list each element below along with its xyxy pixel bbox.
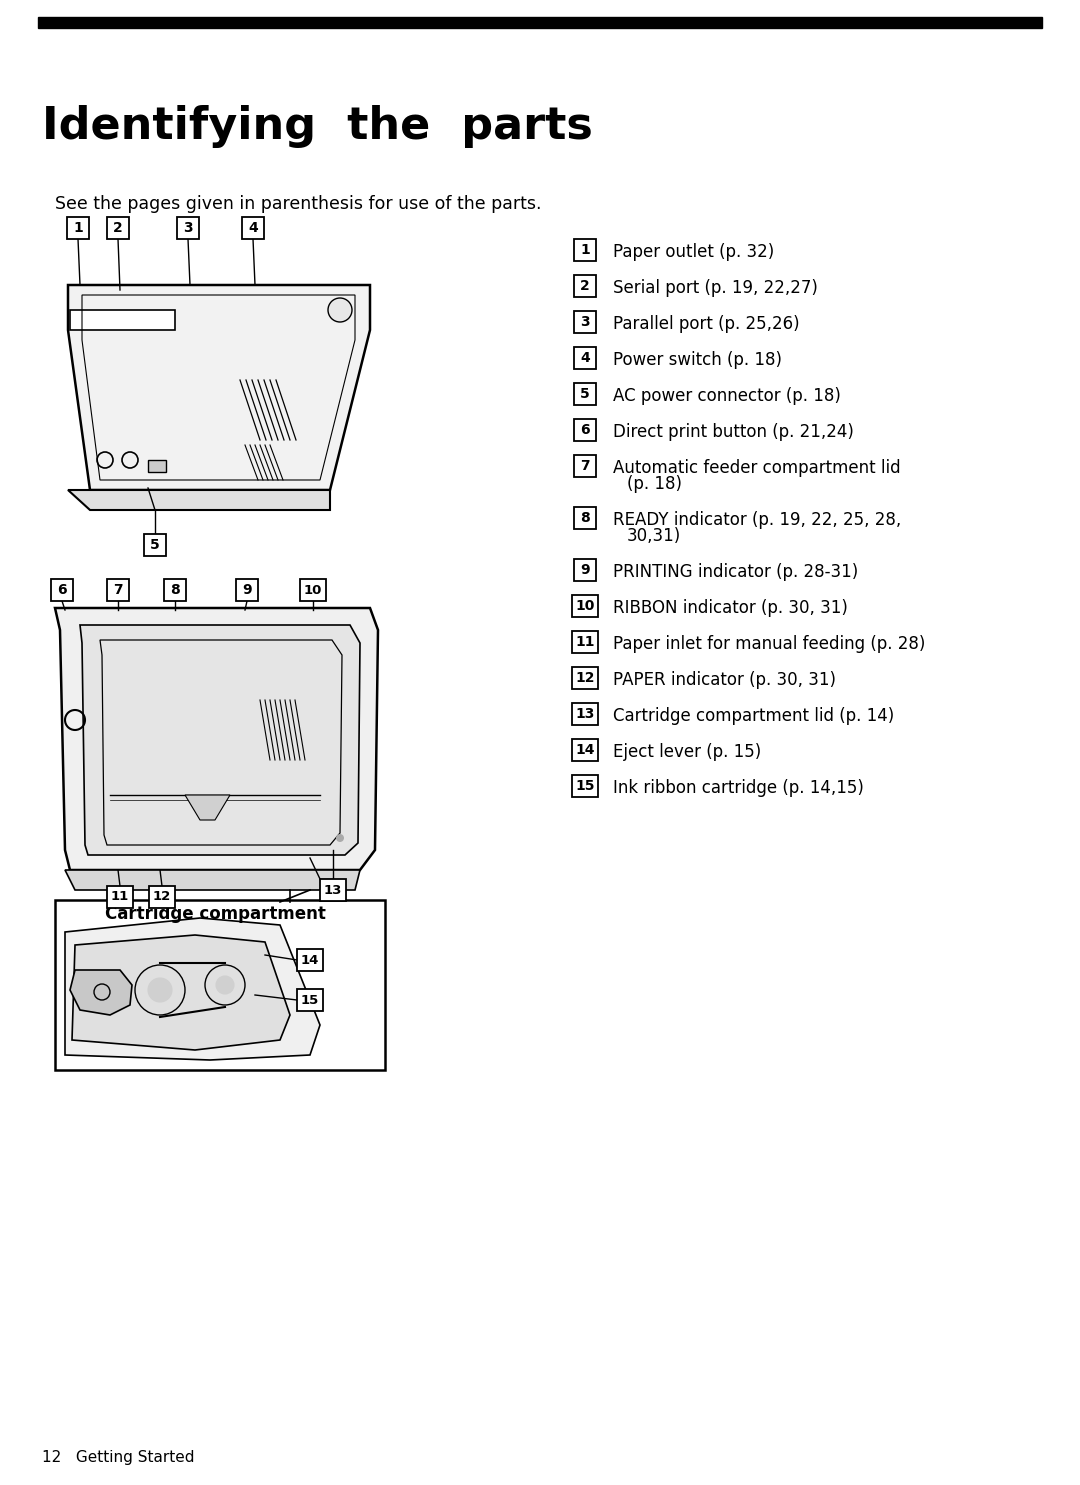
Text: 1: 1	[580, 244, 590, 257]
Text: PRINTING indicator (p. 28-31): PRINTING indicator (p. 28-31)	[613, 563, 859, 581]
Text: 10: 10	[576, 598, 595, 613]
Bar	[242, 217, 264, 239]
Text: Automatic feeder compartment lid: Automatic feeder compartment lid	[613, 459, 901, 477]
Text: Identifying  the  parts: Identifying the parts	[42, 105, 593, 148]
Text: 10: 10	[303, 584, 322, 597]
Bar	[573, 275, 596, 297]
Text: 5: 5	[150, 538, 160, 552]
Text: 12: 12	[576, 671, 595, 685]
Text: Paper outlet (p. 32): Paper outlet (p. 32)	[613, 244, 774, 261]
Text: READY indicator (p. 19, 22, 25, 28,: READY indicator (p. 19, 22, 25, 28,	[613, 511, 901, 529]
Text: 13: 13	[324, 884, 342, 897]
Bar	[573, 558, 596, 581]
Polygon shape	[68, 490, 330, 509]
Bar	[573, 506, 596, 529]
Text: AC power connector (p. 18): AC power connector (p. 18)	[613, 388, 841, 405]
Text: Parallel port (p. 25,26): Parallel port (p. 25,26)	[613, 315, 799, 333]
Polygon shape	[65, 870, 360, 890]
Text: 8: 8	[171, 584, 180, 597]
Bar	[67, 217, 89, 239]
Bar	[297, 989, 323, 1011]
Bar	[51, 579, 73, 601]
Bar	[572, 595, 598, 616]
Text: Direct print button (p. 21,24): Direct print button (p. 21,24)	[613, 423, 854, 441]
Bar	[144, 535, 166, 555]
Circle shape	[216, 976, 234, 993]
Text: 15: 15	[301, 993, 319, 1007]
Polygon shape	[70, 310, 175, 330]
Text: 8: 8	[580, 511, 590, 526]
Text: See the pages given in parenthesis for use of the parts.: See the pages given in parenthesis for u…	[55, 195, 541, 212]
Text: RIBBON indicator (p. 30, 31): RIBBON indicator (p. 30, 31)	[613, 598, 848, 616]
Text: 9: 9	[242, 584, 252, 597]
Bar	[237, 579, 258, 601]
Text: 3: 3	[184, 221, 193, 235]
Text: PAPER indicator (p. 30, 31): PAPER indicator (p. 30, 31)	[613, 671, 836, 689]
Text: Ink ribbon cartridge (p. 14,15): Ink ribbon cartridge (p. 14,15)	[613, 780, 864, 797]
Bar	[573, 383, 596, 405]
Bar	[573, 419, 596, 441]
Text: 30,31): 30,31)	[627, 527, 681, 545]
Circle shape	[328, 298, 352, 322]
Bar	[177, 217, 199, 239]
Text: Power switch (p. 18): Power switch (p. 18)	[613, 350, 782, 368]
Bar	[148, 460, 166, 472]
Bar	[55, 900, 384, 1071]
Text: 11: 11	[111, 891, 130, 903]
Text: Cartridge compartment: Cartridge compartment	[105, 904, 326, 924]
Text: 5: 5	[580, 388, 590, 401]
Bar	[149, 887, 175, 907]
Text: 7: 7	[113, 584, 123, 597]
Bar	[572, 667, 598, 689]
Polygon shape	[70, 970, 132, 1016]
Text: 3: 3	[580, 315, 590, 330]
Bar	[107, 217, 129, 239]
Text: Paper inlet for manual feeding (p. 28): Paper inlet for manual feeding (p. 28)	[613, 636, 926, 653]
Bar	[573, 347, 596, 368]
Text: 13: 13	[576, 707, 595, 722]
Polygon shape	[72, 936, 291, 1050]
Bar	[107, 579, 129, 601]
Bar	[297, 949, 323, 971]
Text: 12   Getting Started: 12 Getting Started	[42, 1449, 194, 1466]
Text: 1: 1	[73, 221, 83, 235]
Text: 6: 6	[580, 423, 590, 437]
Text: 12: 12	[153, 891, 171, 903]
Bar	[573, 454, 596, 477]
Text: 11: 11	[576, 636, 595, 649]
Text: 14: 14	[301, 953, 320, 967]
Polygon shape	[80, 625, 360, 855]
Bar	[572, 775, 598, 797]
Circle shape	[148, 979, 172, 1002]
Text: 2: 2	[580, 279, 590, 293]
Polygon shape	[68, 285, 370, 490]
Text: 14: 14	[576, 742, 595, 757]
Circle shape	[336, 835, 345, 842]
Text: 9: 9	[580, 563, 590, 578]
Bar	[573, 239, 596, 261]
Bar	[38, 16, 1042, 28]
Bar	[573, 310, 596, 333]
Bar	[300, 579, 326, 601]
Text: 6: 6	[57, 584, 67, 597]
Bar	[320, 879, 346, 901]
Text: Eject lever (p. 15): Eject lever (p. 15)	[613, 742, 761, 760]
Text: Cartridge compartment lid (p. 14): Cartridge compartment lid (p. 14)	[613, 707, 894, 725]
Text: 15: 15	[576, 780, 595, 793]
Polygon shape	[185, 794, 230, 820]
Bar	[164, 579, 186, 601]
Bar	[107, 887, 133, 907]
Text: (p. 18): (p. 18)	[627, 475, 681, 493]
Bar	[572, 631, 598, 653]
Text: 4: 4	[580, 350, 590, 365]
Text: 4: 4	[248, 221, 258, 235]
Text: 2: 2	[113, 221, 123, 235]
Bar	[572, 740, 598, 760]
Polygon shape	[65, 918, 320, 1060]
Text: 7: 7	[580, 459, 590, 474]
Polygon shape	[55, 607, 378, 870]
Text: Serial port (p. 19, 22,27): Serial port (p. 19, 22,27)	[613, 279, 818, 297]
Bar	[572, 702, 598, 725]
